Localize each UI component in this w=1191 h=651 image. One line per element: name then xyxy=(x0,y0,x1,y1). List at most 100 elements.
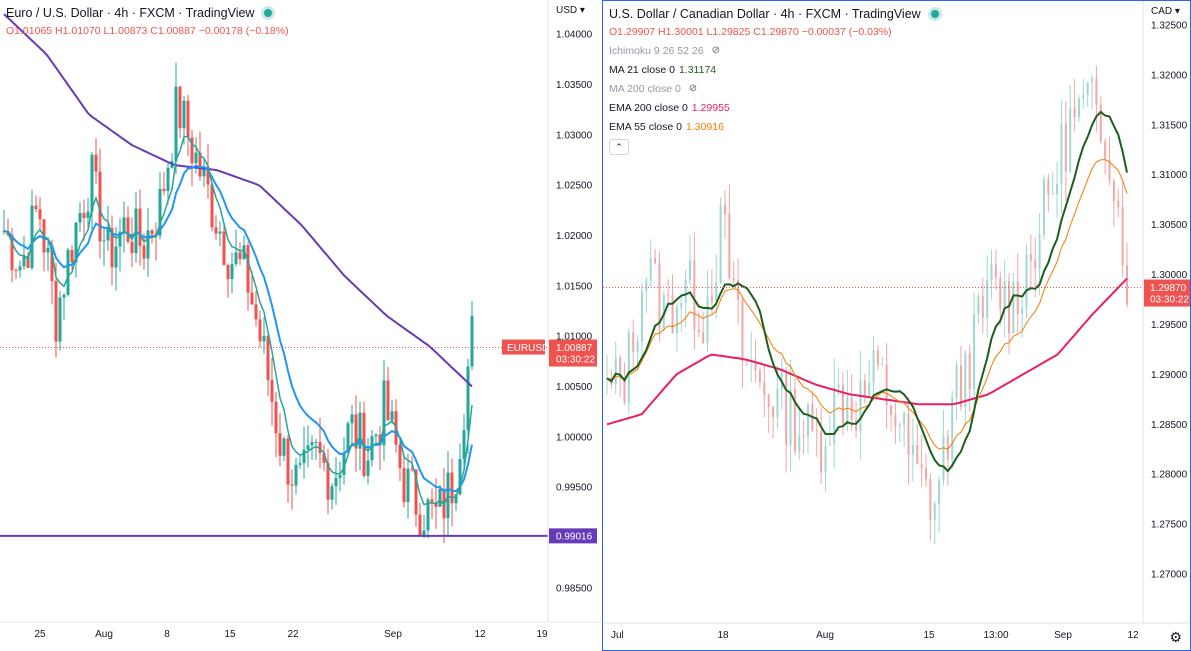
indicator-row[interactable]: EMA 55 close 0 1.30916 xyxy=(609,117,939,136)
price-tick-label: 0.98500 xyxy=(556,583,593,594)
chart-settings-gear-icon[interactable]: ⚙ xyxy=(1169,629,1182,645)
usdcad-title-row: U.S. Dollar / Canadian Dollar · 4h · FXC… xyxy=(609,5,939,23)
eurusd-ohlc: O1.01065 H1.01070 L1.00873 C1.00887 −0.0… xyxy=(6,22,289,40)
candle-body xyxy=(990,264,993,281)
candle-body xyxy=(1047,179,1050,195)
price-tick-label: 1.02000 xyxy=(556,231,593,242)
candle-body xyxy=(58,297,62,342)
candle-body xyxy=(951,397,954,460)
candle-body xyxy=(470,316,474,367)
indicator-row[interactable]: MA 200 close 0 ⊘ xyxy=(609,79,939,98)
time-tick-label: 25 xyxy=(34,629,46,640)
candle-body xyxy=(1038,234,1041,269)
candle-body xyxy=(210,184,214,228)
collapse-legend-button[interactable]: ⌃ xyxy=(609,139,629,155)
candle-body xyxy=(246,245,250,293)
candle-body xyxy=(106,228,110,241)
candle-body xyxy=(1117,201,1120,208)
price-tick-label: 1.27500 xyxy=(1151,520,1188,531)
usdcad-low: L1.29825 xyxy=(706,26,751,38)
indicator-value: 1.30916 xyxy=(685,120,724,133)
candle-body xyxy=(258,319,262,342)
usdcad-symbol-title[interactable]: U.S. Dollar / Canadian Dollar · 4h · FXC… xyxy=(609,7,921,21)
time-tick-label: Aug xyxy=(95,629,113,640)
candle-body xyxy=(350,414,354,424)
eurusd-chart-pane[interactable]: USD ▾ 1.04000 1.03500 1.03000 1.02500 1.02000… xyxy=(0,0,601,651)
candle-body xyxy=(933,503,936,520)
candle-body xyxy=(850,397,853,420)
indicator-row[interactable]: MA 21 close 0 1.31174 xyxy=(609,60,939,79)
ema55-line xyxy=(606,159,1128,450)
price-tick-label: 1.02500 xyxy=(556,181,593,192)
candle-body xyxy=(462,430,466,459)
candle-body xyxy=(890,405,893,415)
ma-fast-line xyxy=(3,135,473,507)
last-price-label: 1.00887 xyxy=(556,343,593,354)
time-tick-label: 8 xyxy=(164,629,170,640)
candle-body xyxy=(1073,107,1076,118)
candle-body xyxy=(868,382,871,397)
candle-body xyxy=(881,364,884,366)
price-tick-label: 1.31500 xyxy=(1151,120,1188,131)
candle-body xyxy=(1060,123,1063,184)
candle-body xyxy=(458,458,462,495)
candle-body xyxy=(86,211,90,218)
candle-body xyxy=(294,464,298,486)
candle-body xyxy=(222,231,226,265)
candle-body xyxy=(649,258,652,281)
candle-body xyxy=(330,486,334,500)
hidden-eye-icon[interactable]: ⊘ xyxy=(688,82,698,94)
price-tick-label: 1.30500 xyxy=(1151,220,1188,231)
indicator-list: Ichimoku 9 26 52 26 ⊘ MA 21 close 0 1.31174… xyxy=(609,41,939,136)
candle-body xyxy=(302,449,306,464)
candle-body xyxy=(150,230,154,235)
candle-body xyxy=(841,384,844,425)
usdcad-ohlc: O1.29907 H1.30001 L1.29825 C1.29870 −0.0… xyxy=(609,23,939,41)
usdcad-change: −0.00037 (−0.03%) xyxy=(801,26,892,38)
eurusd-high: H1.01070 xyxy=(55,25,101,37)
candle-body xyxy=(1042,179,1045,235)
price-tick-label: 1.01000 xyxy=(556,332,593,343)
usdcad-chart-pane[interactable]: CAD ▾ 1.32500 1.32000 1.31500 1.31000 1.30500… xyxy=(602,0,1191,651)
candle-body xyxy=(1051,194,1054,196)
candle-body xyxy=(370,436,374,461)
candle-body xyxy=(706,295,709,343)
candle-body xyxy=(26,256,30,268)
candle-body xyxy=(242,245,246,260)
candle-body xyxy=(398,444,402,469)
candle-body xyxy=(767,394,770,407)
candle-body xyxy=(1082,94,1085,99)
eurusd-symbol-title[interactable]: Euro / U.S. Dollar · 4h · FXCM · Trading… xyxy=(6,6,255,20)
candle-body xyxy=(689,260,692,280)
candle-body xyxy=(846,397,849,425)
candle-body xyxy=(378,434,382,446)
candle-body xyxy=(326,462,330,500)
eurusd-chart-canvas[interactable]: USD ▾ 1.04000 1.03500 1.03000 1.02500 1.02000… xyxy=(0,0,601,651)
indicator-row[interactable]: EMA 200 close 0 1.29955 xyxy=(609,98,939,117)
indicator-row[interactable]: Ichimoku 9 26 52 26 ⊘ xyxy=(609,41,939,60)
usdcad-chart-canvas[interactable]: CAD ▾ 1.32500 1.32000 1.31500 1.31000 1.30500… xyxy=(603,1,1190,650)
candle-body xyxy=(981,296,984,318)
candle-body xyxy=(732,277,735,281)
candle-body xyxy=(130,241,134,254)
indicator-label: Ichimoku 9 26 52 26 xyxy=(609,44,704,57)
candle-body xyxy=(322,453,326,463)
candle-body xyxy=(66,249,70,295)
eurusd-open: O1.01065 xyxy=(6,25,53,37)
candle-body xyxy=(859,380,862,431)
candle-body xyxy=(190,137,194,164)
candle-body xyxy=(745,361,748,363)
candle-body xyxy=(82,213,86,218)
candle-body xyxy=(450,472,454,504)
eurusd-background xyxy=(0,0,601,651)
candle-body xyxy=(290,484,294,486)
candle-body xyxy=(894,414,897,427)
candle-body xyxy=(623,378,626,403)
countdown-label: 03:30:22 xyxy=(556,355,595,366)
candle-body xyxy=(820,431,823,473)
hidden-eye-icon[interactable]: ⊘ xyxy=(711,44,720,56)
candle-body xyxy=(18,266,22,271)
candle-body xyxy=(466,366,470,431)
candle-body xyxy=(1099,104,1102,142)
